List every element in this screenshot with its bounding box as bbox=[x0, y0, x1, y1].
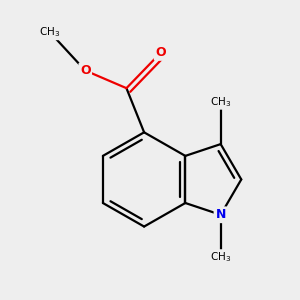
Text: O: O bbox=[155, 46, 166, 59]
Text: CH$_3$: CH$_3$ bbox=[39, 25, 61, 39]
Text: N: N bbox=[215, 208, 226, 221]
Text: O: O bbox=[80, 64, 91, 77]
Text: CH$_3$: CH$_3$ bbox=[210, 95, 231, 109]
Text: CH$_3$: CH$_3$ bbox=[210, 250, 231, 264]
